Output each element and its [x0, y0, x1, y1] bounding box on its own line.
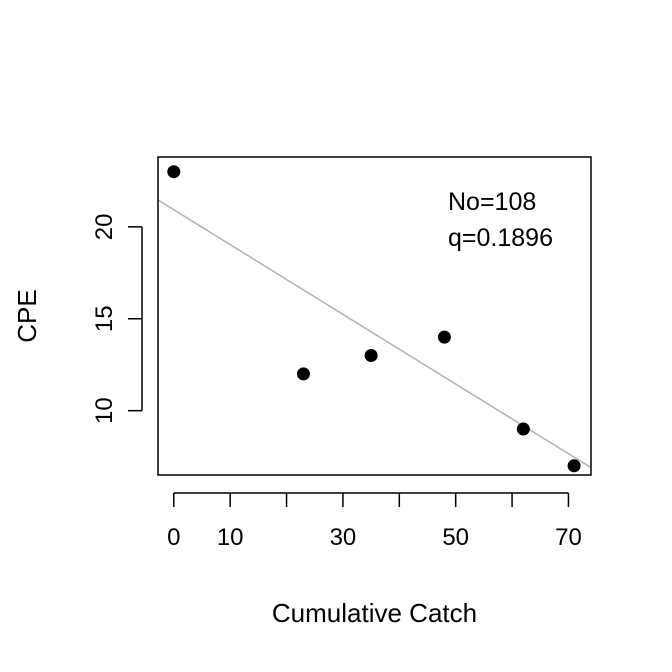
x-tick-label: 0 [167, 524, 180, 551]
plot-frame [157, 156, 592, 476]
y-tick-label: 15 [91, 305, 118, 332]
data-point [516, 422, 530, 436]
annotation-q: q=0.1896 [448, 224, 553, 252]
data-point [296, 367, 310, 381]
x-tick-label: 10 [217, 524, 244, 551]
y-tick-label: 20 [91, 213, 118, 240]
data-point [167, 165, 181, 179]
x-tick-label: 70 [555, 524, 582, 551]
data-point [364, 349, 378, 363]
x-tick-label: 30 [330, 524, 357, 551]
data-point [567, 459, 581, 473]
y-axis-label: CPE [12, 289, 42, 342]
x-axis-label: Cumulative Catch [272, 598, 477, 628]
y-tick-label: 10 [91, 397, 118, 424]
x-tick-label: 50 [442, 524, 469, 551]
fit-line [158, 199, 591, 469]
data-point [437, 330, 451, 344]
annotation-no: No=108 [448, 188, 536, 216]
